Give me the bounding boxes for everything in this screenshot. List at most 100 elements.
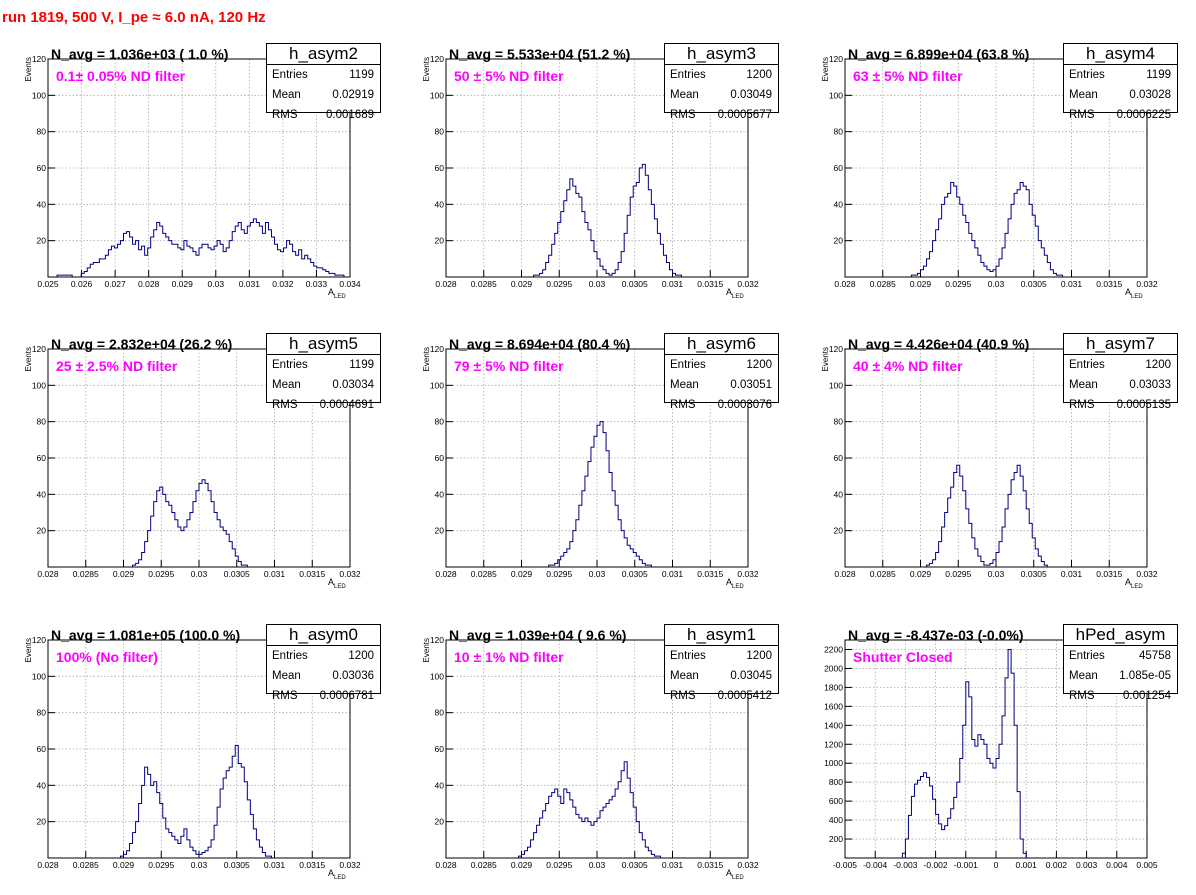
x-tick-label: 0.0295 xyxy=(148,860,174,870)
x-tick-label: 0.002 xyxy=(1046,860,1068,870)
x-tick-label: 0.026 xyxy=(71,279,93,289)
y-tick-label: 60 xyxy=(37,744,47,754)
stats-box: h_asym3 Entries 1200 Mean 0.03049 RMS 0.000567… xyxy=(664,43,779,121)
x-axis-title: ALED xyxy=(1125,577,1143,590)
y-axis-title: Events xyxy=(422,638,431,662)
y-tick-label: 100 xyxy=(829,380,843,390)
stats-value: 0.02919 xyxy=(332,89,374,101)
stats-key: Mean xyxy=(272,89,301,101)
x-tick-label: 0.032 xyxy=(339,860,361,870)
stats-row-entries: Entries 1199 xyxy=(267,65,380,85)
stats-row-entries: Entries 1200 xyxy=(267,646,380,666)
x-tick-label: 0.0285 xyxy=(73,569,99,579)
x-tick-label: 0.03 xyxy=(589,569,606,579)
stats-key: Entries xyxy=(1069,359,1105,371)
x-tick-label: 0.0305 xyxy=(622,569,648,579)
x-tick-label: 0.029 xyxy=(511,860,533,870)
plot-frame xyxy=(445,58,749,278)
x-tick-label: 0.0295 xyxy=(546,860,572,870)
stats-row-entries: Entries 1199 xyxy=(267,355,380,375)
stats-box: h_asym1 Entries 1200 Mean 0.03045 RMS 0.000541… xyxy=(664,624,779,702)
y-tick-label: 60 xyxy=(435,453,445,463)
filter-label: 40 ± 4% ND filter xyxy=(853,358,963,374)
histogram-name: h_asym1 xyxy=(665,625,778,646)
x-tick-label: -0.005 xyxy=(833,860,857,870)
x-tick-label: 0.005 xyxy=(1136,860,1158,870)
x-tick-label: 0.028 xyxy=(37,569,59,579)
x-tick-label: 0.029 xyxy=(172,279,194,289)
plot-frame xyxy=(47,348,351,568)
y-tick-label: 120 xyxy=(829,344,843,354)
x-tick-label: 0.0315 xyxy=(697,569,723,579)
y-tick-label: 60 xyxy=(834,163,844,173)
histogram-pad-h_asym4: 0.028 0.0285 0.029 0.0295 0.03 0.0305 0.031 0.0… xyxy=(797,24,1195,314)
navg-label: N_avg = 1.039e+04 ( 9.6 %) xyxy=(449,627,627,643)
y-tick-label: 80 xyxy=(37,127,47,137)
stats-key: RMS xyxy=(670,690,696,702)
histogram-plot: 0.025 0.026 0.027 0.028 0.029 0.03 0.031 0.032 0… xyxy=(24,54,361,300)
x-tick-label: 0.0295 xyxy=(945,569,971,579)
stats-row-mean: Mean 0.03028 xyxy=(1064,85,1177,105)
histogram-name: hPed_asym xyxy=(1064,625,1177,646)
x-tick-label: 0.03 xyxy=(191,569,208,579)
histogram-plot: 0.028 0.0285 0.029 0.0295 0.03 0.0305 0.031 0.0… xyxy=(24,344,361,590)
x-tick-label: 0.0285 xyxy=(73,860,99,870)
plot-frame xyxy=(844,58,1148,278)
stats-box: h_asym4 Entries 1199 Mean 0.03028 RMS 0.000622… xyxy=(1063,43,1178,121)
histogram-pad-h_asym7: 0.028 0.0285 0.029 0.0295 0.03 0.0305 0.031 0.0… xyxy=(797,314,1195,604)
histogram-pad-h_asym5: 0.028 0.0285 0.029 0.0295 0.03 0.0305 0.031 0.0… xyxy=(0,314,398,604)
stats-key: Mean xyxy=(670,670,699,682)
x-tick-label: 0.0305 xyxy=(622,860,648,870)
x-tick-label: 0.0315 xyxy=(299,569,325,579)
y-tick-label: 40 xyxy=(834,199,844,209)
stats-row-entries: Entries 1200 xyxy=(1064,355,1177,375)
x-tick-label: 0.0315 xyxy=(697,279,723,289)
x-tick-label: 0.03 xyxy=(988,279,1005,289)
y-axis-title: Events xyxy=(422,347,431,371)
stats-row-entries: Entries 1200 xyxy=(665,65,778,85)
stats-key: RMS xyxy=(272,399,298,411)
y-tick-label: 40 xyxy=(37,489,47,499)
stats-row-mean: Mean 0.03034 xyxy=(267,375,380,395)
x-tick-label: 0.029 xyxy=(910,279,932,289)
histogram-name: h_asym3 xyxy=(665,44,778,65)
stats-value: 1200 xyxy=(348,650,374,662)
stats-row-mean: Mean 0.03051 xyxy=(665,375,778,395)
y-tick-label: 20 xyxy=(435,526,445,536)
y-tick-label: 120 xyxy=(32,344,46,354)
stats-key: RMS xyxy=(670,109,696,121)
x-tick-label: 0.0305 xyxy=(1021,279,1047,289)
x-tick-label: 0.0315 xyxy=(1096,569,1122,579)
x-tick-label: 0.029 xyxy=(511,569,533,579)
stats-key: Mean xyxy=(272,379,301,391)
stats-value: 0.0003076 xyxy=(717,399,772,411)
y-tick-label: 20 xyxy=(37,817,47,827)
plot-frame xyxy=(47,639,351,859)
stats-row-rms: RMS 0.0006781 xyxy=(267,686,380,706)
x-tick-label: 0.03 xyxy=(208,279,225,289)
stats-row-mean: Mean 0.03045 xyxy=(665,666,778,686)
stats-value: 0.03033 xyxy=(1129,379,1171,391)
y-tick-label: 80 xyxy=(435,708,445,718)
filter-label: 0.1± 0.05% ND filter xyxy=(56,68,186,84)
x-tick-label: -0.002 xyxy=(924,860,948,870)
stats-value: 0.0005677 xyxy=(717,109,772,121)
x-axis-title: ALED xyxy=(1125,287,1143,300)
filter-label: Shutter Closed xyxy=(853,649,953,665)
y-tick-label: 100 xyxy=(430,90,444,100)
stats-key: Mean xyxy=(1069,670,1098,682)
stats-row-entries: Entries 1199 xyxy=(1064,65,1177,85)
x-tick-label: 0.028 xyxy=(435,860,457,870)
x-tick-label: 0.0315 xyxy=(1096,279,1122,289)
x-tick-label: 0.028 xyxy=(834,569,856,579)
y-tick-label: 800 xyxy=(829,777,843,787)
stats-key: Mean xyxy=(670,379,699,391)
x-tick-label: 0.004 xyxy=(1106,860,1128,870)
stats-key: Entries xyxy=(670,69,706,81)
y-tick-label: 80 xyxy=(37,417,47,427)
stats-row-mean: Mean 0.03049 xyxy=(665,85,778,105)
navg-label: N_avg = 6.899e+04 (63.8 %) xyxy=(848,46,1030,62)
y-tick-label: 20 xyxy=(37,526,47,536)
y-axis-title: Events xyxy=(821,347,830,371)
stats-key: Entries xyxy=(670,650,706,662)
